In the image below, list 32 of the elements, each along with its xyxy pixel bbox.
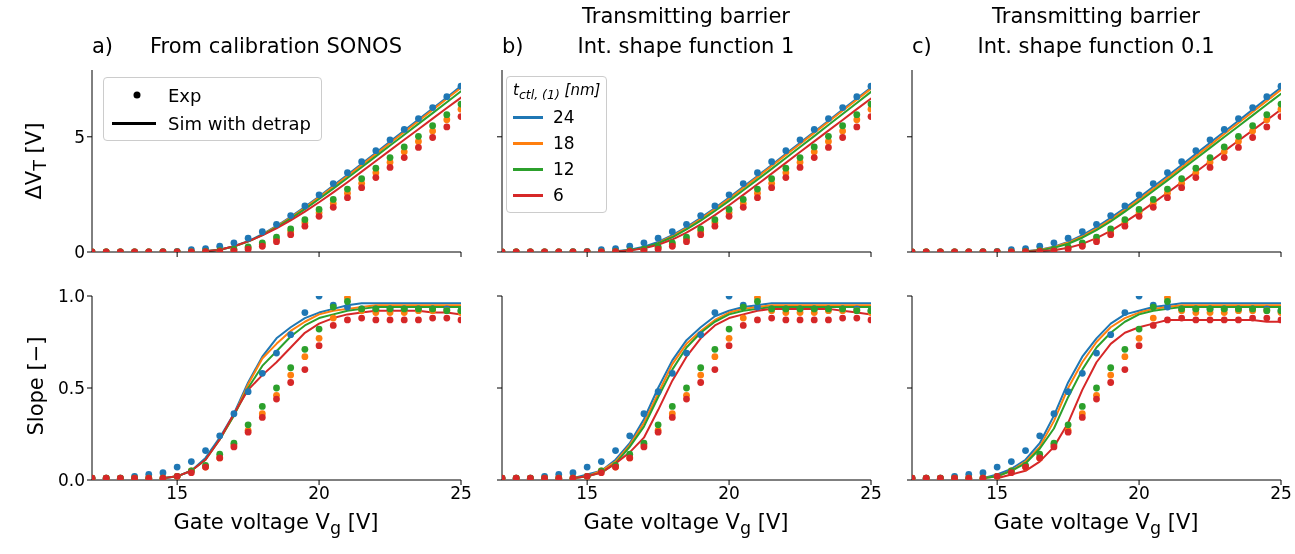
x-tick-label: 25 bbox=[860, 483, 882, 504]
x-tick-label: 20 bbox=[1128, 483, 1150, 504]
y-tick-label: 1.0 bbox=[57, 286, 85, 307]
x-tick-label: 15 bbox=[986, 483, 1008, 504]
x-tick-label: 15 bbox=[166, 483, 188, 504]
annotation: Exp bbox=[168, 84, 202, 106]
legend-label: 12 bbox=[553, 159, 575, 179]
x-tick-label: 15 bbox=[576, 483, 598, 504]
annotation: Sim with detrap bbox=[168, 112, 312, 134]
legend-label: 6 bbox=[553, 185, 564, 205]
legend-label: 18 bbox=[553, 133, 575, 153]
chart-title: Transmitting barrier Int. shape function 0.1 bbox=[977, 4, 1215, 58]
x-tick-label: 20 bbox=[718, 483, 740, 504]
x-tick-label: 25 bbox=[1270, 483, 1292, 504]
x-axis-title: Gate voltage V$_{g}$ [V] bbox=[583, 510, 789, 539]
legend-label: 24 bbox=[553, 107, 575, 127]
legend-title: t$_{ctl, (1)}$ [nm] bbox=[513, 81, 601, 102]
text: c) bbox=[912, 34, 932, 58]
x-tick-label: 20 bbox=[308, 483, 330, 504]
x-tick-label: 25 bbox=[450, 483, 472, 504]
text: b) bbox=[502, 34, 524, 58]
legend-box: Exp Sim with detrap bbox=[103, 77, 322, 141]
y-tick-label: 0 bbox=[74, 242, 85, 263]
y-tick-label: 0.5 bbox=[57, 378, 85, 399]
x-axis-title: Gate voltage V$_{g}$ [V] bbox=[993, 510, 1199, 539]
y-axis-title: Slope [−] bbox=[24, 336, 48, 436]
chart-title: From calibration SONOS bbox=[150, 34, 402, 58]
text: a) bbox=[92, 34, 114, 58]
x-axis-title: Gate voltage V$_{g}$ [V] bbox=[173, 510, 379, 539]
y-tick-label: 5 bbox=[74, 126, 85, 147]
y-tick-label: 0.0 bbox=[57, 470, 85, 491]
chart-title: Transmitting barrier Int. shape function 1 bbox=[577, 4, 795, 58]
